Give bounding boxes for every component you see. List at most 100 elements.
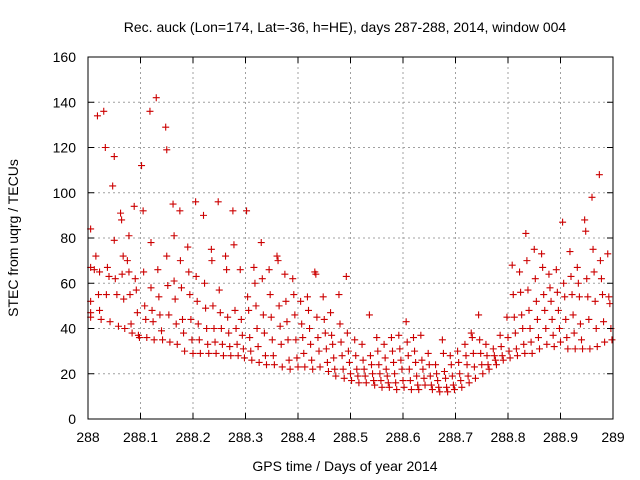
data-point [281, 270, 289, 278]
data-point [253, 325, 261, 332]
data-point [125, 232, 133, 240]
data-point [404, 352, 412, 360]
data-point [320, 315, 328, 323]
data-point [371, 381, 379, 389]
data-point [517, 288, 525, 296]
data-point [109, 182, 117, 190]
data-point [337, 338, 345, 346]
x-tick-label: 288.9 [543, 429, 578, 445]
data-point [560, 279, 568, 287]
data-point [146, 107, 154, 115]
data-point [463, 361, 471, 369]
data-point [303, 293, 311, 301]
data-point [385, 383, 393, 391]
data-point [439, 349, 447, 357]
data-point [163, 146, 171, 154]
data-point [503, 313, 511, 321]
data-point [397, 356, 405, 364]
data-point [227, 352, 235, 360]
data-point [193, 297, 201, 305]
x-tick-label: 289 [601, 429, 625, 445]
data-point [323, 358, 331, 366]
data-point [324, 367, 332, 375]
data-point [596, 257, 604, 265]
data-point [176, 257, 184, 265]
data-point [525, 306, 533, 314]
data-point [491, 356, 499, 364]
data-point [424, 349, 432, 357]
data-point [240, 354, 248, 362]
data-point [216, 309, 224, 317]
data-point [293, 354, 301, 362]
data-point [208, 257, 216, 265]
data-point [92, 252, 100, 260]
data-point [268, 336, 276, 344]
data-point [158, 327, 165, 335]
data-point [276, 322, 284, 330]
data-point [471, 374, 479, 382]
data-point [131, 275, 139, 283]
data-point [593, 343, 601, 351]
data-point [542, 325, 550, 332]
data-point [245, 306, 253, 314]
data-point [260, 329, 268, 337]
data-point [209, 302, 217, 310]
data-point [355, 379, 363, 387]
data-point [123, 257, 131, 265]
data-point [340, 374, 348, 382]
data-point [425, 361, 433, 369]
data-point [484, 361, 492, 369]
data-point [219, 352, 227, 360]
data-point [218, 340, 226, 348]
data-point [524, 286, 532, 294]
data-point [195, 336, 203, 344]
data-point [105, 272, 113, 280]
data-point [150, 336, 158, 344]
axis-ticks [87, 56, 614, 420]
data-point [361, 372, 369, 380]
data-point [332, 372, 340, 380]
data-point [370, 377, 378, 385]
data-point [200, 211, 207, 219]
data-point [547, 297, 555, 305]
data-point [351, 336, 359, 344]
data-point [450, 386, 458, 394]
data-point [533, 315, 541, 323]
data-point [475, 311, 483, 319]
data-point [511, 329, 519, 337]
data-point [571, 345, 579, 353]
data-point [485, 365, 493, 373]
data-point [444, 388, 452, 396]
data-point [343, 329, 351, 337]
data-point [270, 361, 278, 369]
x-tick-label: 288.5 [333, 429, 368, 445]
data-point [383, 372, 391, 380]
data-point [597, 275, 605, 283]
data-point [440, 367, 448, 375]
data-point [119, 252, 127, 260]
data-point [360, 365, 368, 373]
data-point [477, 349, 485, 357]
data-point [315, 347, 323, 355]
data-point [554, 306, 562, 314]
y-tick-label: 0 [68, 411, 76, 427]
y-tick-label: 120 [53, 140, 77, 156]
data-point [591, 297, 599, 305]
data-point [435, 383, 443, 391]
data-point [308, 356, 316, 364]
data-point [163, 252, 171, 260]
data-point [467, 329, 475, 337]
data-point [536, 345, 543, 353]
data-point [155, 293, 163, 301]
data-point [604, 250, 612, 258]
data-point [192, 198, 200, 206]
data-point [269, 352, 277, 360]
data-point [541, 306, 549, 314]
data-point [90, 266, 98, 274]
data-point [166, 338, 174, 346]
data-point [294, 363, 302, 371]
data-point [521, 349, 529, 357]
data-point [470, 363, 478, 371]
data-point [573, 263, 581, 271]
